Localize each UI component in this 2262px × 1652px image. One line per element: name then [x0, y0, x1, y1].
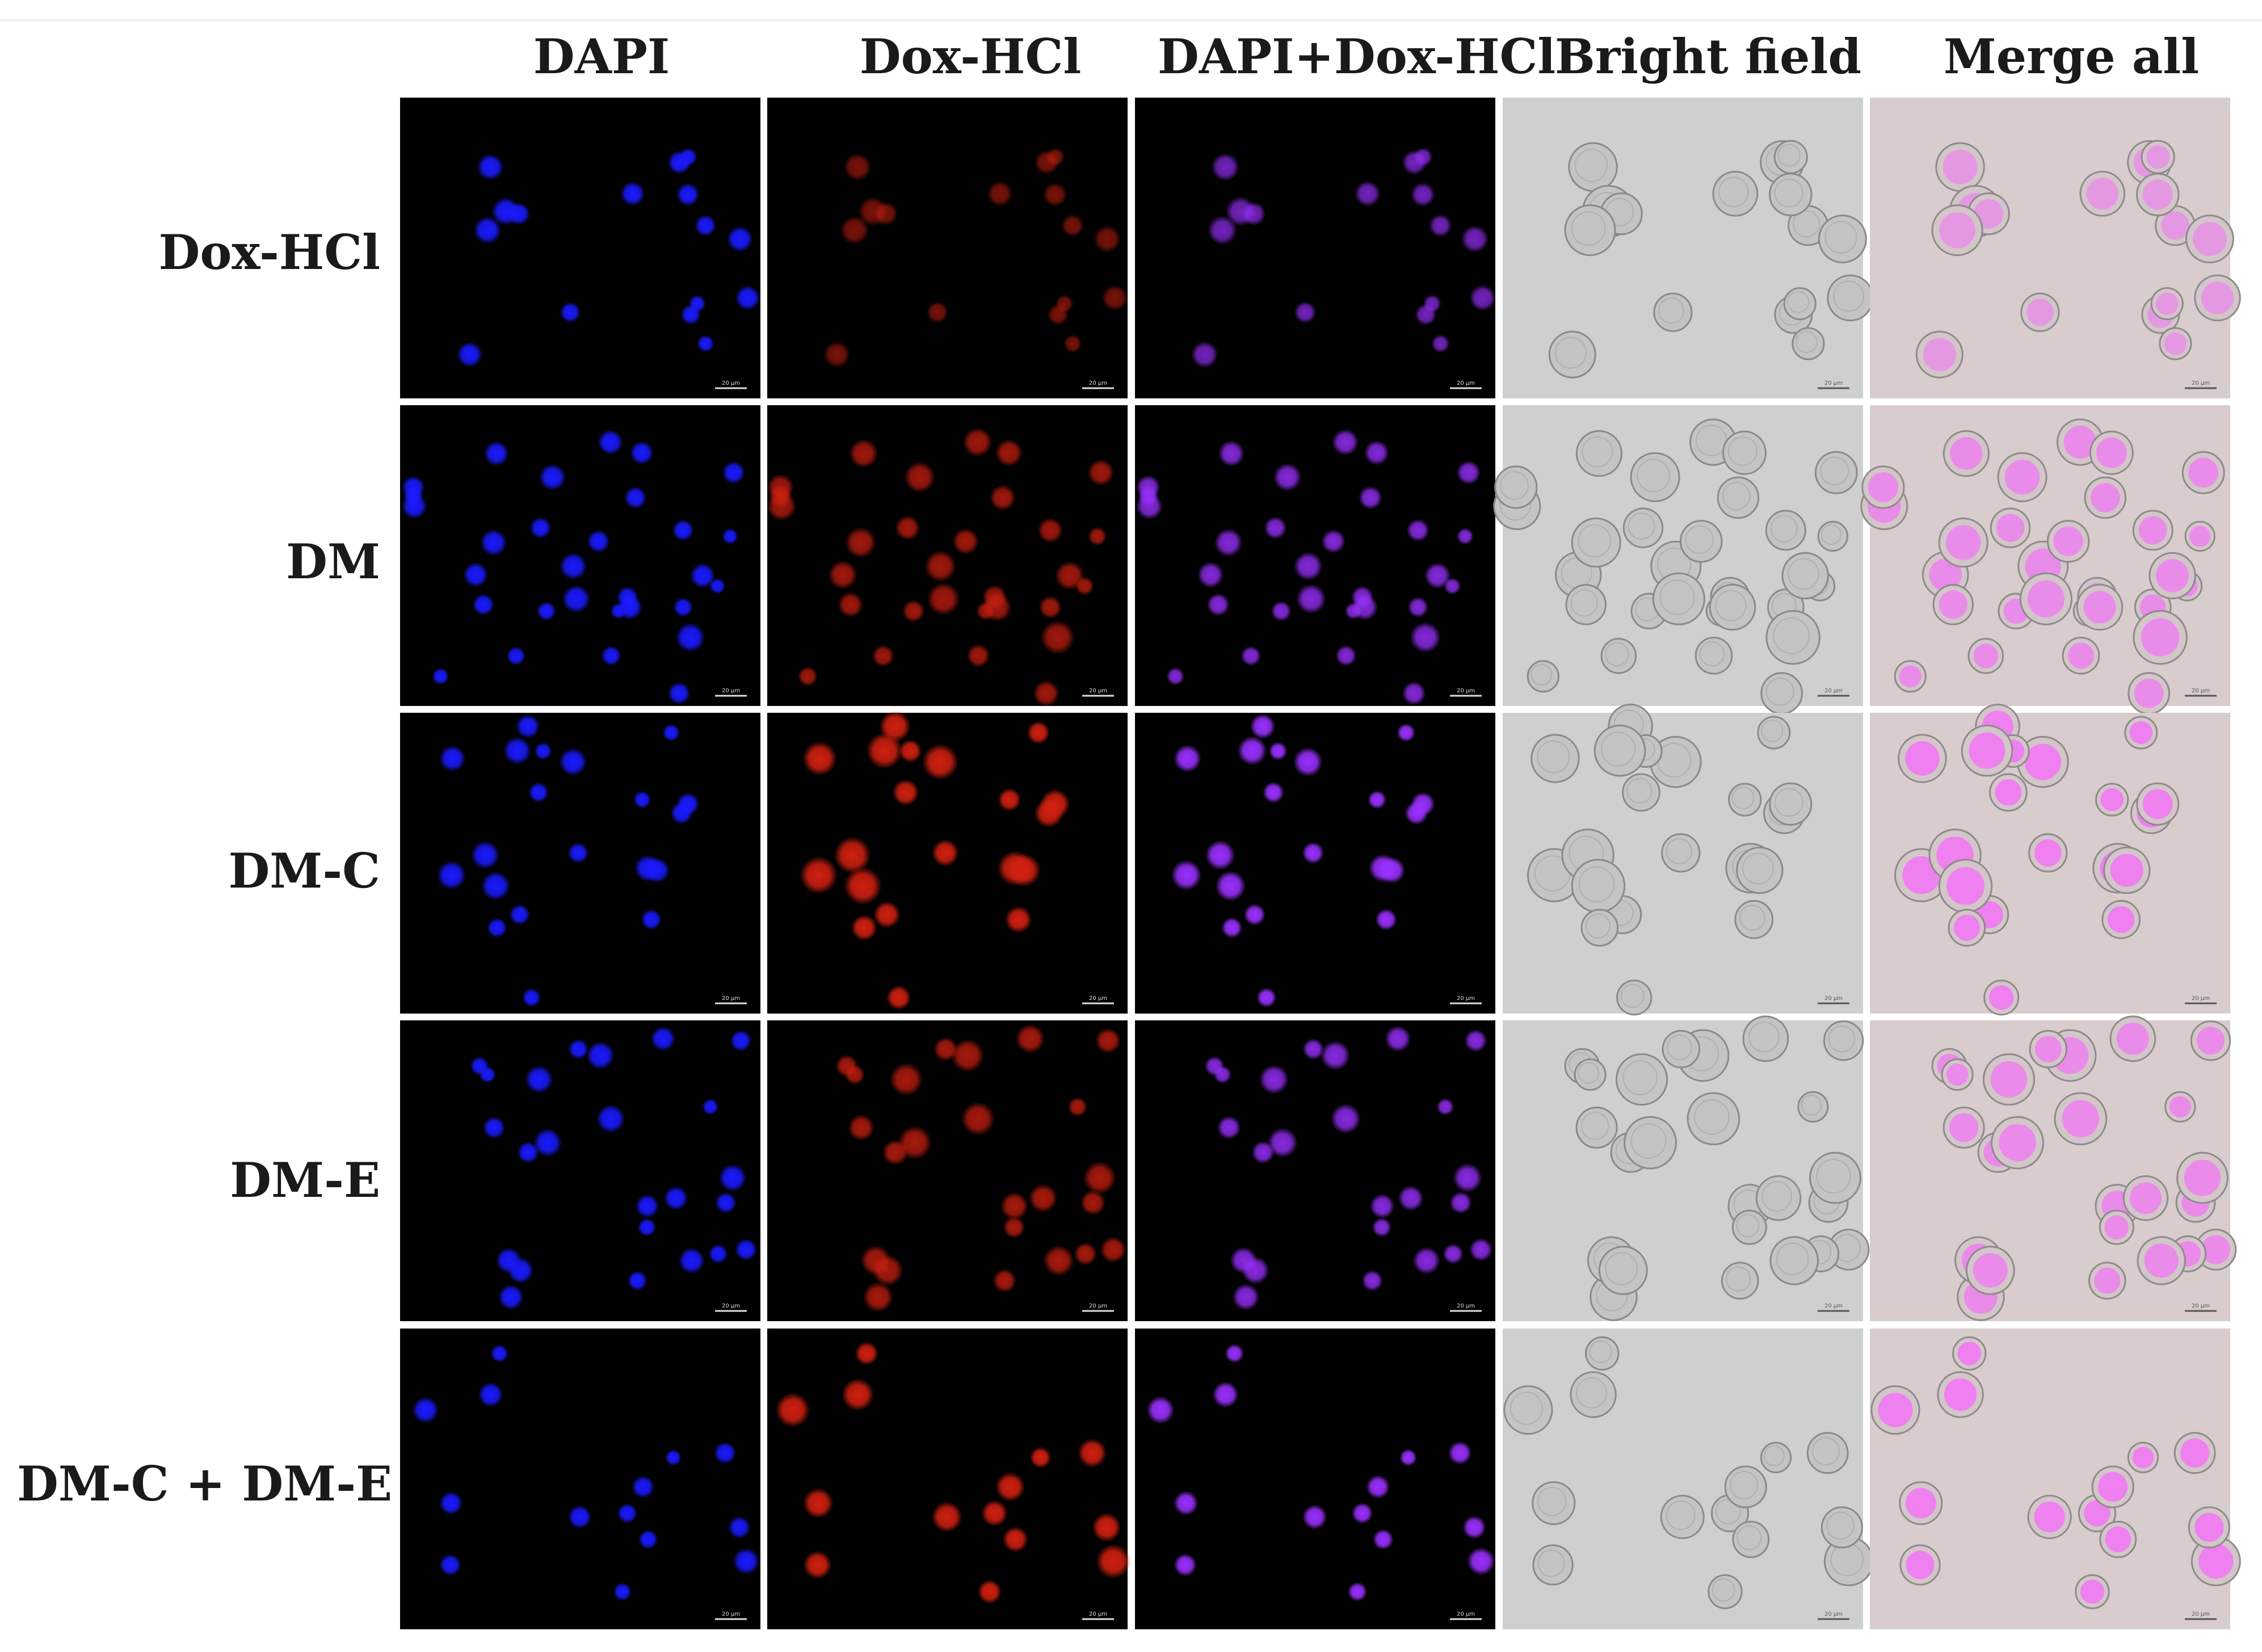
scale-bar-label: 20 μm [1089, 995, 1107, 1002]
panel-dox-hcl-dapi-dox-hcl: 20 μm [1135, 98, 1496, 398]
panel-dm-c-dm-e-dapi: 20 μm [400, 1329, 760, 1629]
panel-dm-dapi: 20 μm [400, 405, 760, 706]
scale-bar-label: 20 μm [1824, 1303, 1843, 1309]
panel-dm-e-bright-field: 20 μm [1503, 1015, 1870, 1321]
scale-bar-label: 20 μm [1824, 380, 1843, 386]
panel-dm-c-bright-field: 20 μm [1503, 704, 1863, 1016]
panel-dm-dapi-dox-hcl: 20 μm [1135, 405, 1495, 706]
scale-bar-label: 20 μm [2192, 688, 2210, 694]
scale-bar-label: 20 μm [1457, 995, 1475, 1002]
column-header-dapi: DAPI [533, 28, 670, 85]
column-header-dox-hcl: Dox-HCl [859, 28, 1082, 85]
scale-bar-label: 20 μm [722, 995, 740, 1002]
scale-bar-label: 20 μm [2192, 995, 2210, 1002]
scale-bar-label: 20 μm [722, 380, 740, 386]
panel-dm-e-dox-hcl: 20 μm [767, 1020, 1128, 1321]
scale-bar-label: 20 μm [1824, 1611, 1843, 1617]
panel-dm-e-merge-all: 20 μm [1870, 1015, 2237, 1321]
panel-dm-merge-all: 20 μm [1860, 405, 2230, 715]
row-label-dm-c-dm-e: DM-C + DM-E [17, 1456, 393, 1512]
scale-bar-label: 20 μm [2192, 1303, 2210, 1309]
top-divider [0, 19, 2262, 21]
scale-bar-label: 20 μm [1089, 688, 1107, 694]
scale-bar-label: 20 μm [1457, 1303, 1475, 1309]
panel-dm-c-merge-all: 20 μm [1870, 704, 2230, 1016]
row-label-dm: DM [286, 533, 380, 590]
column-header-dapi-dox-hcl: DAPI+Dox-HCl [1158, 28, 1556, 85]
scale-bar-label: 20 μm [1089, 380, 1107, 386]
scale-bar-label: 20 μm [1824, 995, 1843, 1002]
row-label-dm-c: DM-C [228, 843, 380, 899]
scale-bar-label: 20 μm [722, 1303, 740, 1309]
panel-dox-hcl-dapi: 20 μm [400, 98, 760, 398]
panel-dm-c-dox-hcl: 20 μm [767, 711, 1128, 1014]
panel-dm-c-dapi-dox-hcl: 20 μm [1135, 713, 1495, 1014]
panel-dox-hcl-merge-all: 20 μm [1870, 98, 2241, 398]
scale-bar-label: 20 μm [2192, 1611, 2210, 1617]
panel-dm-e-dapi-dox-hcl: 20 μm [1135, 1020, 1495, 1321]
scale-bar-label: 20 μm [722, 1611, 740, 1617]
column-header-merge-all: Merge all [1943, 28, 2200, 85]
scale-bar-label: 20 μm [722, 688, 740, 694]
scale-bar-label: 20 μm [1824, 688, 1843, 694]
panel-dm-c-dm-e-bright-field: 20 μm [1503, 1329, 1874, 1629]
panel-dm-c-dapi: 20 μm [400, 713, 760, 1014]
panel-dm-c-dm-e-dapi-dox-hcl: 20 μm [1135, 1329, 1495, 1629]
column-header-bright-field: Bright field [1554, 28, 1862, 85]
scale-bar-label: 20 μm [1089, 1611, 1107, 1617]
scale-bar-label: 20 μm [1457, 688, 1475, 694]
panel-dm-dox-hcl: 20 μm [767, 405, 1128, 707]
panel-dm-e-dapi: 20 μm [400, 1020, 760, 1321]
scale-bar-label: 20 μm [1457, 1611, 1475, 1617]
panel-dm-bright-field: 20 μm [1493, 405, 1863, 715]
scale-bar-label: 20 μm [2192, 380, 2210, 386]
panel-dox-hcl-dox-hcl: 20 μm [767, 98, 1128, 398]
panel-dox-hcl-bright-field: 20 μm [1503, 98, 1874, 398]
row-label-dox-hcl: Dox-HCl [158, 224, 380, 280]
panel-dm-c-dm-e-merge-all: 20 μm [1870, 1329, 2241, 1629]
row-label-dm-e: DM-E [230, 1152, 380, 1208]
scale-bar-label: 20 μm [1089, 1303, 1107, 1309]
panel-dm-c-dm-e-dox-hcl: 20 μm [767, 1329, 1131, 1629]
scale-bar-label: 20 μm [1457, 380, 1475, 386]
